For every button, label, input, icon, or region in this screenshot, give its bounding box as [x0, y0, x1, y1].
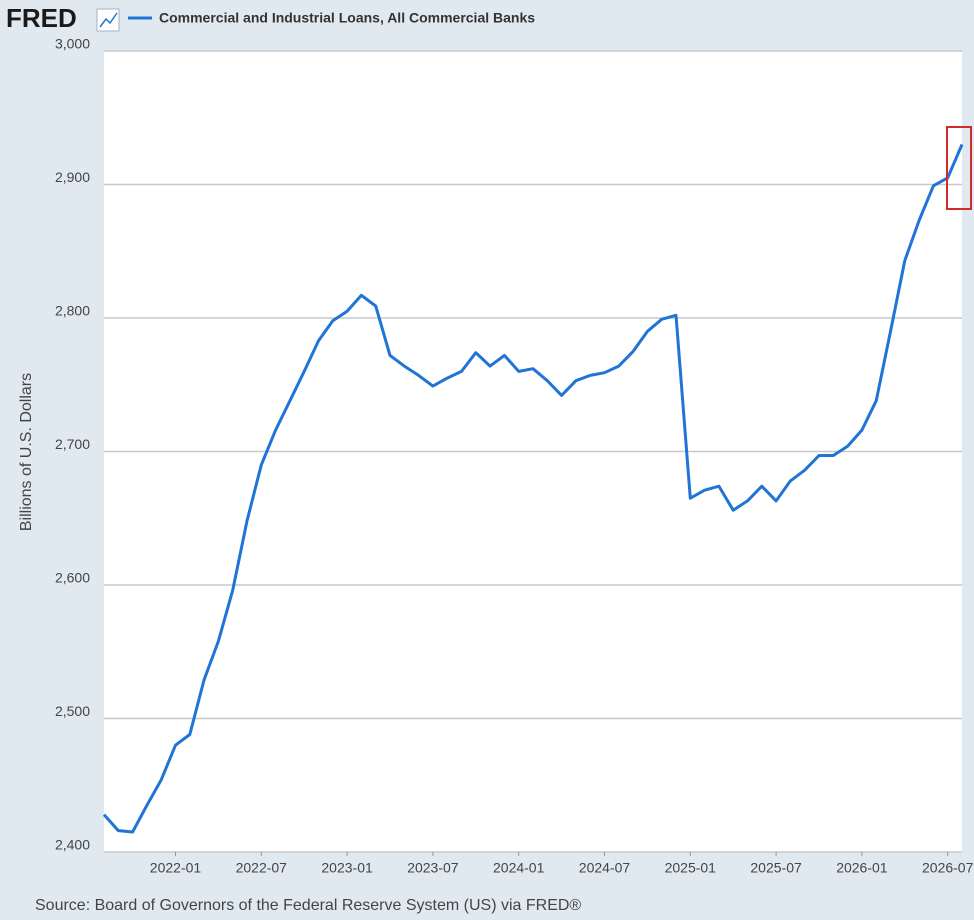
y-tick-label: 2,400: [55, 837, 90, 853]
logo: FRED: [6, 3, 77, 33]
x-tick-label: 2023-07: [407, 860, 459, 876]
x-tick-label: 2022-07: [236, 860, 288, 876]
y-tick-label: 3,000: [55, 36, 90, 52]
x-tick-label: 2024-01: [493, 860, 545, 876]
source: Source: Board of Governors of the Federa…: [35, 897, 581, 914]
y-tick-label: 2,700: [55, 436, 90, 452]
x-tick-label: 2025-07: [750, 860, 802, 876]
y-tick-label: 2,900: [55, 169, 90, 185]
logo-icon: [96, 8, 120, 32]
x-tick-label: 2026-01: [836, 860, 888, 876]
y-tick-label: 2,600: [55, 570, 90, 586]
x-tick-label: 2025-01: [665, 860, 717, 876]
y-axis-label: Billions of U.S. Dollars: [18, 373, 35, 531]
x-tick-label: 2022-01: [150, 860, 202, 876]
x-tick-label: 2026-07: [922, 860, 974, 876]
y-tick-label: 2,800: [55, 303, 90, 319]
x-tick-label: 2024-07: [579, 860, 631, 876]
data-line: [102, 143, 964, 834]
legend-label: Commercial and Industrial Loans, All Com…: [159, 10, 535, 26]
x-tick-label: 2023-01: [321, 860, 373, 876]
y-tick-label: 2,500: [55, 703, 90, 719]
highlight-box: [946, 126, 972, 210]
